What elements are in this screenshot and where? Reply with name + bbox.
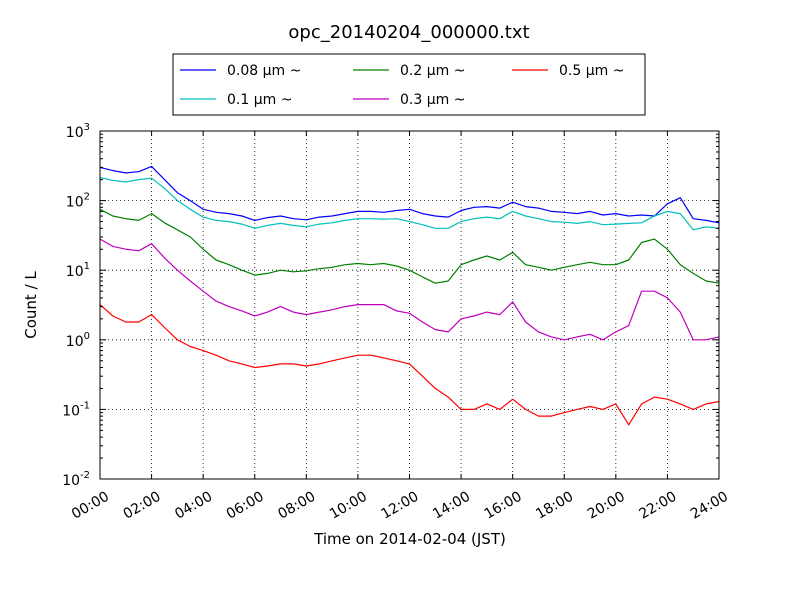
x-tick-label: 14:00	[430, 489, 473, 523]
x-tick-label: 24:00	[688, 489, 731, 523]
y-tick-label: 10-2	[62, 470, 90, 489]
chart-title: opc_20140204_000000.txt	[288, 22, 529, 43]
x-axis-label: Time on 2014-02-04 (JST)	[313, 530, 506, 548]
series-line-3	[99, 238, 720, 341]
y-tick-label: 102	[66, 192, 90, 211]
series-group	[99, 165, 720, 426]
legend: 0.08 μm ~ 0.1 μm ~ 0.2 μm ~ 0.3 μm ~ 0.5 μm …	[172, 53, 646, 116]
ticks	[99, 130, 720, 480]
x-tick-label: 16:00	[482, 489, 525, 523]
x-tick-label: 00:00	[69, 489, 112, 523]
x-tick-label: 10:00	[327, 489, 370, 523]
x-tick-labels: 00:00 02:00 04:00 06:00 08:00 10:00 12:00 14:00…	[69, 489, 731, 523]
series-line-0	[99, 165, 720, 224]
legend-label: 0.2 μm ~	[400, 63, 465, 79]
x-tick-label: 06:00	[224, 489, 267, 523]
y-tick-labels: 10-2 10-1 100 101 102 103	[62, 122, 90, 489]
x-tick-label: 18:00	[533, 489, 576, 523]
legend-label: 0.3 μm ~	[400, 92, 465, 108]
y-tick-label: 100	[66, 331, 90, 350]
legend-label: 0.5 μm ~	[559, 63, 624, 79]
x-tick-label: 22:00	[636, 489, 679, 523]
grid-lines	[100, 131, 719, 479]
x-tick-label: 02:00	[121, 489, 164, 523]
x-tick-label: 04:00	[172, 489, 215, 523]
x-tick-label: 12:00	[379, 489, 422, 523]
legend-label: 0.08 μm ~	[227, 63, 301, 79]
series-line-1	[99, 176, 720, 231]
x-tick-label: 08:00	[275, 489, 318, 523]
y-tick-label: 10-1	[62, 400, 90, 419]
series-line-2	[99, 208, 720, 284]
x-tick-label: 20:00	[585, 489, 628, 523]
y-tick-label: 103	[66, 122, 90, 141]
y-tick-label: 101	[66, 261, 90, 280]
y-axis-label: Count / L	[22, 271, 40, 339]
legend-label: 0.1 μm ~	[227, 92, 292, 108]
series-line-4	[99, 304, 720, 426]
legend-box	[172, 53, 646, 116]
